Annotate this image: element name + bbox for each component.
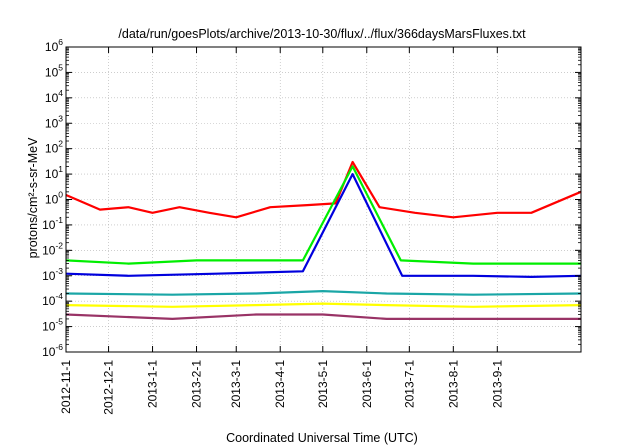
grid-lines — [66, 47, 581, 352]
x-tick-label: 2013-9-1 — [490, 360, 504, 408]
x-tick-label: 2013-6-1 — [360, 360, 374, 408]
y-tick-label: 102 — [45, 139, 63, 156]
x-tick-label: 2012-11-1 — [59, 360, 73, 414]
series-line-2 — [65, 265, 582, 271]
series-line-1 — [65, 165, 581, 265]
y-tick-label: 10-6 — [42, 342, 63, 359]
series-line-3 — [65, 173, 582, 278]
y-tick-label: 105 — [45, 62, 63, 79]
x-tick-labels: 2012-11-1 2012-12-1 2013-1-1 2013-2-1 2013-3… — [59, 47, 504, 415]
y-tick-label: 104 — [45, 88, 63, 105]
series-line-5 — [65, 302, 582, 308]
y-tick-label: 10-2 — [42, 240, 63, 257]
y-tick-labels: 106 105 104 103 102 101 100 10-1 10-2 10-3 10-4 10-… — [42, 37, 581, 359]
y-tick-label: 106 — [45, 37, 63, 54]
y-tick-label: 10-3 — [42, 266, 63, 283]
y-tick-label: 101 — [45, 164, 63, 181]
series-line-4 — [65, 290, 582, 296]
chart-title: /data/run/goesPlots/archive/2013-10-30/f… — [118, 27, 526, 41]
x-tick-label: 2013-8-1 — [446, 360, 460, 408]
x-tick-label: 2013-4-1 — [273, 360, 287, 408]
y-tick-label: 10-4 — [42, 291, 63, 308]
y-tick-label: 10-5 — [42, 317, 63, 334]
series-group — [65, 160, 582, 320]
y-axis-label: protons/cm²-s-sr-MeV — [26, 137, 40, 259]
x-tick-label: 2013-2-1 — [190, 360, 204, 408]
x-axis-label: Coordinated Universal Time (UTC) — [226, 431, 418, 445]
series-line-6 — [65, 313, 581, 320]
x-tick-label: 2012-12-1 — [102, 360, 116, 415]
plot-frame — [65, 46, 582, 353]
x-tick-label: 2013-1-1 — [146, 360, 160, 408]
y-tick-label: 103 — [45, 113, 63, 130]
series-line-0 — [65, 160, 582, 219]
x-tick-label: 2013-5-1 — [316, 360, 330, 408]
y-tick-label: 100 — [45, 190, 63, 207]
x-tick-label: 2013-7-1 — [402, 360, 416, 408]
x-tick-label: 2013-3-1 — [229, 360, 243, 408]
y-tick-label: 10-1 — [42, 215, 63, 232]
